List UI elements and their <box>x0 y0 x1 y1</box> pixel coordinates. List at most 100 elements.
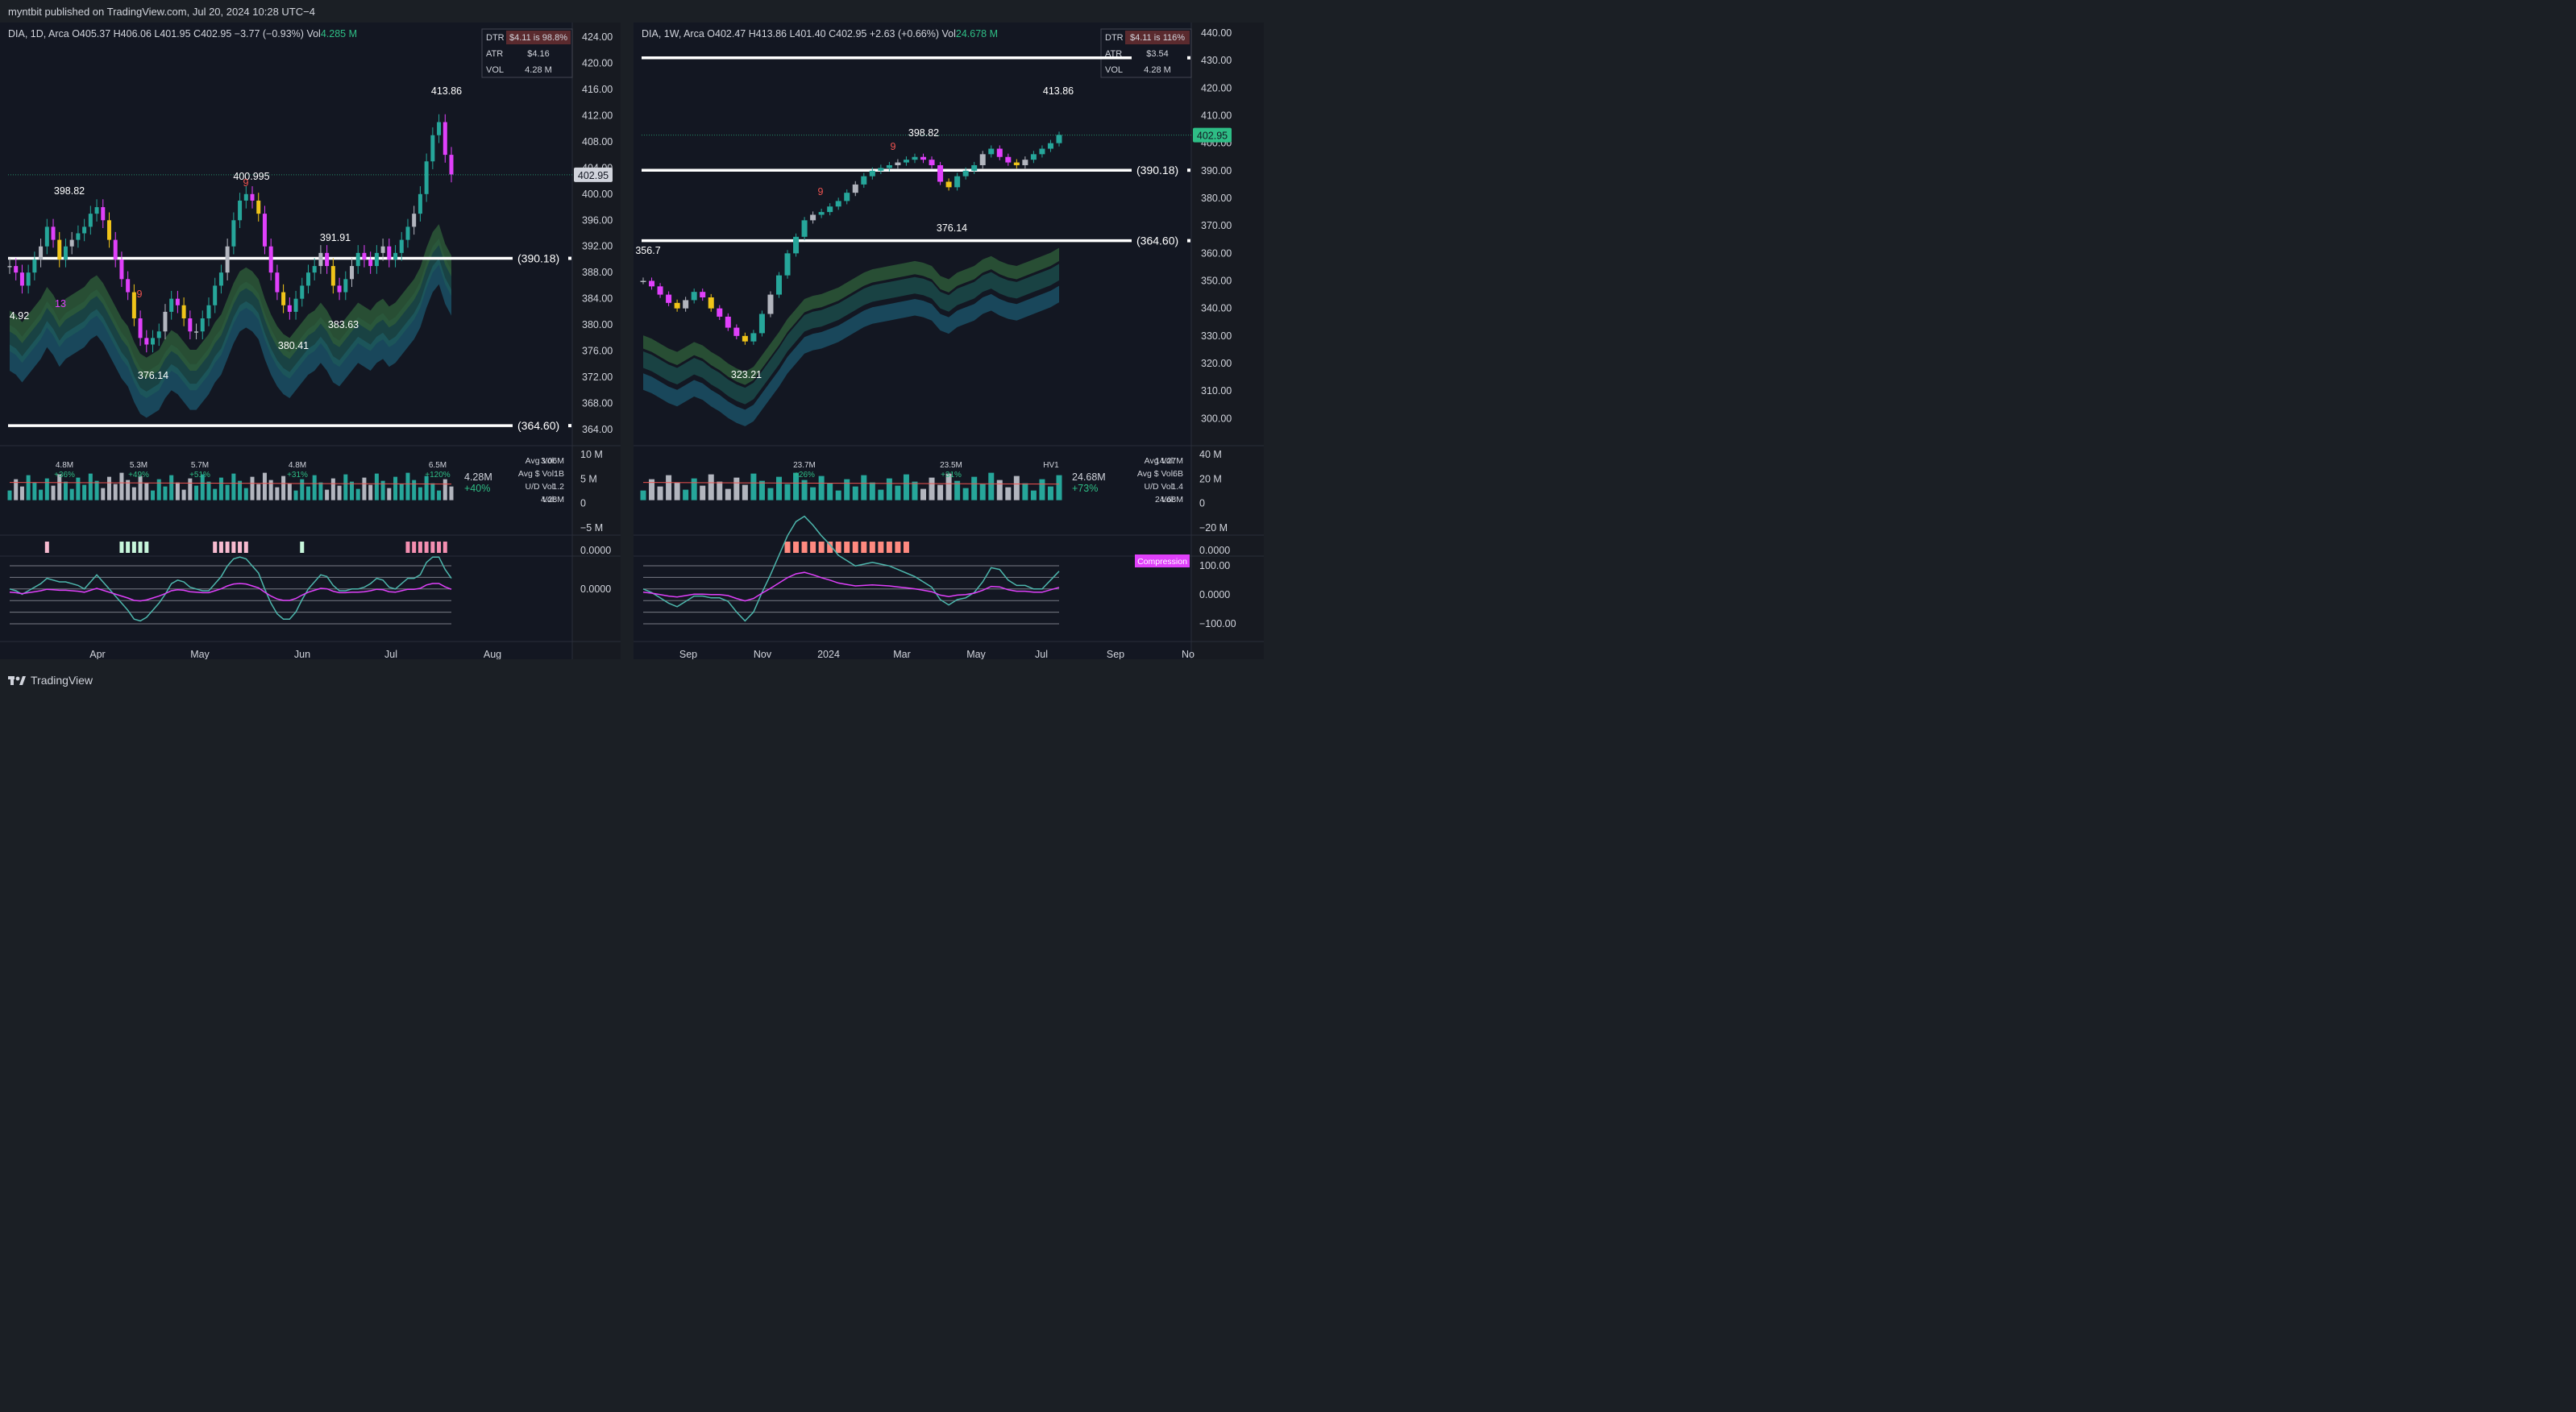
squeeze-dot <box>835 542 841 553</box>
volume-bar <box>733 477 740 500</box>
x-tick-label: Sep <box>679 649 697 659</box>
ohlc-value: 24.678 M <box>956 28 998 39</box>
volume-bar <box>94 480 99 500</box>
candle-body <box>869 170 875 176</box>
candle-body <box>181 305 186 319</box>
volume-bar <box>218 477 223 500</box>
candle-body <box>393 252 398 260</box>
candle-body <box>138 318 143 338</box>
volume-bar <box>437 490 442 500</box>
price-annotation: 9 <box>137 289 143 300</box>
oscillator-tick: −100.00 <box>1199 618 1236 629</box>
candle-body <box>82 226 87 234</box>
candle-body <box>424 161 429 194</box>
volume-bar <box>256 484 261 500</box>
volume-bar <box>188 478 193 500</box>
volume-bar <box>708 474 714 500</box>
squeeze-dot <box>405 542 410 553</box>
oscillator-line <box>642 515 1060 622</box>
squeeze-dot <box>903 542 909 553</box>
volume-bar <box>39 489 44 500</box>
y-tick-label: 376.00 <box>582 346 613 357</box>
ma-ribbon <box>643 264 1059 405</box>
candle-body <box>937 165 944 182</box>
volume-bar <box>268 480 273 500</box>
squeeze-dot <box>126 542 131 553</box>
volume-stat-value: 24.68M <box>1155 495 1183 505</box>
dtr-highlight <box>506 31 571 44</box>
candle-body <box>750 333 757 342</box>
oscillator-tick: 100.00 <box>1199 560 1230 571</box>
candle-body <box>231 220 236 247</box>
squeeze-dot <box>844 542 850 553</box>
volume-bar <box>954 480 961 500</box>
footer[interactable]: TradingView <box>8 674 93 687</box>
stats-label: ATR <box>486 49 503 59</box>
price-annotation: 413.86 <box>1043 85 1074 97</box>
candle-body <box>827 206 833 213</box>
price-annotation: 380.41 <box>278 340 309 351</box>
candle-body <box>674 302 680 309</box>
candle-body <box>156 331 161 338</box>
candle-body <box>238 200 243 221</box>
candle-body <box>793 236 800 254</box>
weekly-chart[interactable]: DIA, 1W, Arca O402.47 H413.86 L401.40 C4… <box>634 23 1264 659</box>
volume-bar <box>700 485 706 500</box>
volume-bar <box>657 486 663 500</box>
volume-bar <box>418 487 422 500</box>
candle-body <box>691 292 697 301</box>
ohlc-value: L401.95 <box>154 28 193 39</box>
candle-body <box>287 305 292 312</box>
last-price-badge <box>574 167 613 182</box>
squeeze-dot <box>424 542 429 553</box>
volume-peak-label: 4.8M <box>289 461 306 470</box>
candle-body <box>355 252 360 267</box>
volume-stat-label: Avg Vol: <box>526 456 556 466</box>
volume-last-pct: +73% <box>1072 483 1098 494</box>
squeeze-dot <box>861 542 867 553</box>
price-annotation: 9 <box>243 177 249 189</box>
candle-body <box>69 239 74 247</box>
y-tick-label: 368.00 <box>582 398 613 409</box>
volume-bar <box>262 472 267 500</box>
squeeze-dot <box>412 542 417 553</box>
candle-body <box>442 122 447 156</box>
volume-bar <box>312 475 317 500</box>
candle-body <box>144 338 149 345</box>
ma-ribbon <box>10 258 451 418</box>
volume-bar <box>44 478 49 500</box>
candle-body <box>844 193 850 201</box>
squeeze-dot <box>430 542 435 553</box>
ohlc-value: Vol <box>942 28 956 39</box>
y-tick-label: 384.00 <box>582 293 613 305</box>
squeeze-tick: 0.0000 <box>1199 545 1230 556</box>
volume-bar <box>971 476 978 500</box>
stats-label: DTR <box>486 33 505 43</box>
candle-body <box>275 272 280 293</box>
oscillator-signal-line <box>642 571 1060 602</box>
candle-body <box>929 160 935 165</box>
ohlc-value: O402.47 <box>707 28 748 39</box>
volume-bar <box>119 472 124 500</box>
candle-body <box>700 292 706 297</box>
candle-body <box>337 285 342 293</box>
volume-bar <box>325 489 330 500</box>
key-level-marker <box>568 424 571 428</box>
candle-body <box>250 193 255 201</box>
volume-bar <box>742 484 748 500</box>
volume-bar <box>903 474 909 500</box>
volume-bar <box>399 484 404 500</box>
squeeze-dot <box>218 542 223 553</box>
candle-body <box>708 297 714 309</box>
volume-peak-label: 5.7M <box>191 461 209 470</box>
volume-bar <box>387 488 392 500</box>
daily-chart[interactable]: DIA, 1D, Arca O405.37 H406.06 L401.95 C4… <box>0 23 621 659</box>
volume-bar <box>355 488 360 500</box>
publisher-header: myntbit published on TradingView.com, Ju… <box>8 6 315 18</box>
volume-bar <box>691 478 697 500</box>
volume-bar <box>405 472 410 500</box>
squeeze-dot <box>119 542 124 553</box>
candle-body <box>801 220 808 237</box>
candle-body <box>262 214 267 247</box>
volume-bar <box>449 486 454 500</box>
